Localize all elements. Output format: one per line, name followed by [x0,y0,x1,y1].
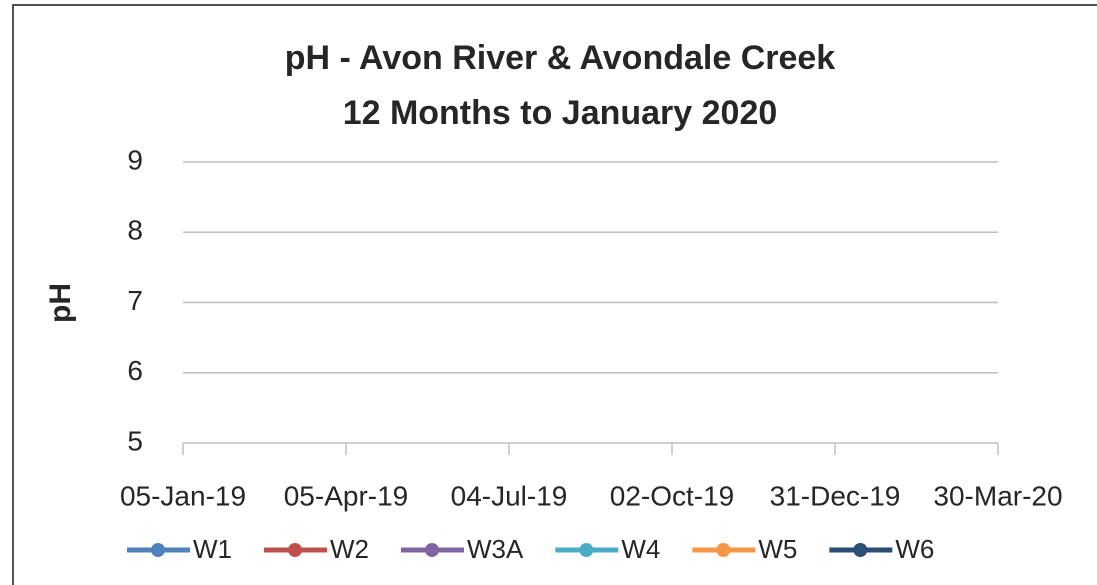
legend-label: W2 [330,534,369,564]
y-tick-label: 9 [127,144,143,175]
y-tick-label: 6 [127,355,143,386]
y-tick-label: 7 [127,285,143,316]
legend-label: W3A [467,534,524,564]
x-tick-label: 05-Jan-19 [120,480,246,511]
x-tick-label: 05-Apr-19 [284,480,409,511]
chart-frame [12,4,1097,585]
chart-title: pH - Avon River & Avondale Creek [285,39,836,77]
legend-label: W1 [193,534,232,564]
legend-marker [579,543,594,557]
chart-subtitle: 12 Months to January 2020 [343,94,778,132]
y-tick-label: 8 [127,215,143,246]
x-tick-label: 30-Mar-20 [933,480,1062,511]
x-tick-label: 04-Jul-19 [451,480,568,511]
legend-label: W4 [621,534,660,564]
legend-marker [288,543,302,557]
x-tick-label: 31-Dec-19 [770,480,901,511]
x-tick-label: 02-Oct-19 [610,480,735,511]
legend-label: W5 [758,534,797,564]
legend-marker [425,543,439,557]
y-axis-label: pH [44,283,77,323]
y-tick-label: 5 [127,425,143,456]
legend-marker [716,543,731,557]
legend-marker [151,543,165,557]
legend-label: W6 [895,534,934,564]
legend-marker [853,543,868,557]
